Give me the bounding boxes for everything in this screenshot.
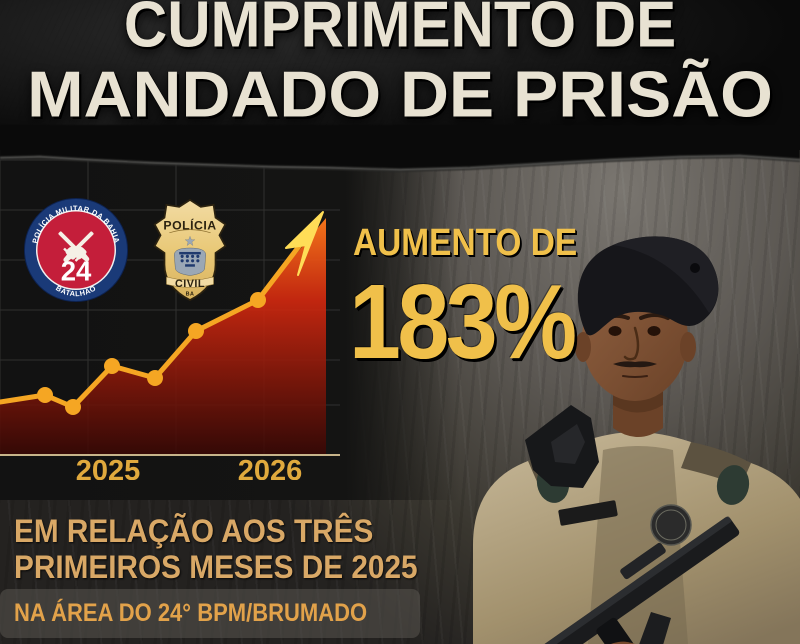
svg-text:2026: 2026	[238, 455, 303, 480]
svg-text:CIVIL: CIVIL	[175, 278, 205, 290]
svg-text:POLÍCIA: POLÍCIA	[163, 217, 216, 232]
svg-text:24: 24	[61, 255, 92, 286]
svg-text:2025: 2025	[76, 455, 141, 480]
svg-text:BA: BA	[186, 292, 195, 298]
